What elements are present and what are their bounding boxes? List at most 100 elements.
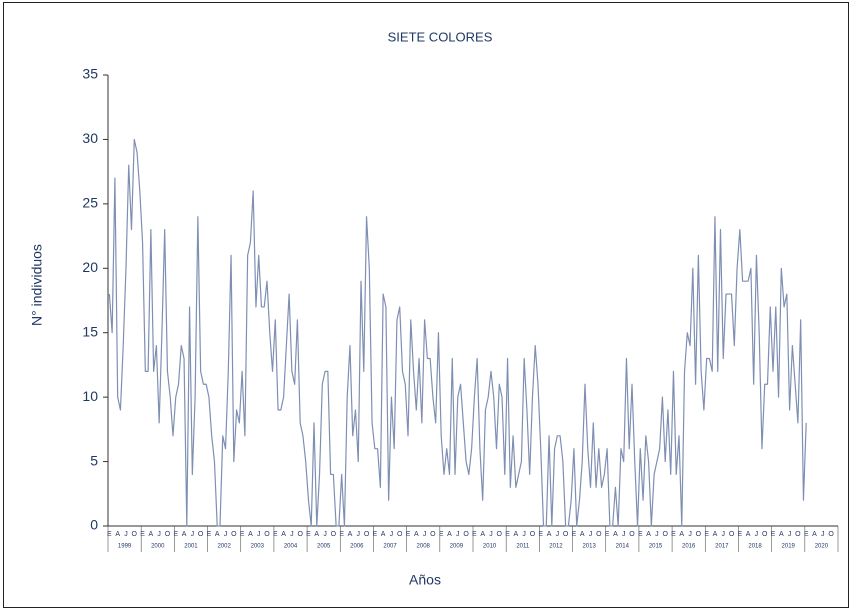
x-tick-label: J [390,531,394,538]
x-tick-label: E [638,531,643,538]
x-tick-label: O [795,531,801,538]
x-tick-label: A [646,531,651,538]
x-tick-label: A [314,531,319,538]
x-tick-label: O [729,531,735,538]
y-tick-label: 10 [82,388,98,404]
x-tick-label: E [738,531,743,538]
x-tick-label: E [173,531,178,538]
x-tick-label: E [671,531,676,538]
year-label: 2009 [450,544,464,550]
x-tick-label: O [397,531,403,538]
x-tick-label: E [704,531,709,538]
year-label: 2000 [151,544,165,550]
x-tick-label: J [755,531,759,538]
x-tick-label: E [140,531,145,538]
x-tick-label: O [463,531,469,538]
x-tick-label: A [348,531,353,538]
x-tick-label: O [364,531,370,538]
year-label: 2002 [217,544,231,550]
x-tick-label: O [430,531,436,538]
x-tick-label: J [788,531,792,538]
x-tick-label: J [456,531,460,538]
x-tick-label: E [373,531,378,538]
x-tick-label: J [257,531,261,538]
x-tick-label: O [231,531,237,538]
y-axis-label: N° individuos [29,244,45,326]
year-label: 2020 [815,544,829,550]
x-tick-label: J [721,531,725,538]
x-tick-label: J [556,531,560,538]
x-tick-label: J [589,531,593,538]
year-label: 2016 [682,544,696,550]
x-tick-label: O [132,531,138,538]
x-tick-label: J [423,531,427,538]
x-tick-label: O [165,531,171,538]
x-tick-label: E [240,531,245,538]
y-tick-label: 20 [82,259,98,275]
x-tick-label: A [215,531,220,538]
year-label: 2012 [549,544,563,550]
x-tick-label: J [323,531,327,538]
x-tick-label: A [679,531,684,538]
x-tick-label: A [447,531,452,538]
data-line [108,138,807,527]
x-tick-label: A [248,531,253,538]
x-tick-label: E [439,531,444,538]
x-tick-label: O [629,531,635,538]
x-tick-label: E [572,531,577,538]
x-tick-label: O [828,531,834,538]
x-tick-label: A [514,531,519,538]
y-tick-label: 30 [82,130,98,146]
x-tick-label: E [472,531,477,538]
year-label: 2015 [649,544,663,550]
x-tick-label: A [381,531,386,538]
x-tick-label: O [198,531,204,538]
year-label: 2014 [616,544,630,550]
x-tick-label: A [115,531,120,538]
year-label: 2017 [715,544,729,550]
x-tick-label: J [655,531,659,538]
x-tick-label: J [157,531,161,538]
year-label: 2011 [516,544,530,550]
x-tick-label: O [563,531,569,538]
x-tick-label: O [696,531,702,538]
x-tick-label: J [290,531,294,538]
x-tick-label: A [580,531,585,538]
x-tick-label: O [264,531,270,538]
x-tick-label: J [622,531,626,538]
x-tick-label: A [480,531,485,538]
x-tick-label: J [821,531,825,538]
year-label: 2008 [417,544,431,550]
year-label: 1999 [118,544,132,550]
x-tick-label: O [331,531,337,538]
x-tick-label: A [182,531,187,538]
year-label: 2018 [748,544,762,550]
y-tick-label: 15 [82,323,98,339]
x-tick-label: A [746,531,751,538]
year-label: 2010 [483,544,497,550]
x-tick-label: O [596,531,602,538]
x-tick-label: O [662,531,668,538]
x-tick-label: J [224,531,228,538]
x-tick-label: J [688,531,692,538]
x-tick-label: J [356,531,360,538]
x-tick-label: A [281,531,286,538]
x-tick-label: E [505,531,510,538]
year-label: 2004 [284,544,298,550]
x-tick-label: E [771,531,776,538]
x-tick-label: E [339,531,344,538]
year-label: 2007 [383,544,397,550]
y-tick-label: 35 [82,66,98,82]
x-tick-label: A [547,531,552,538]
x-tick-label: E [306,531,311,538]
year-label: 2019 [782,544,796,550]
chart-title: SIETE COLORES [388,29,493,44]
x-tick-label: O [497,531,503,538]
x-tick-label: E [605,531,610,538]
y-tick-label: 5 [90,452,98,468]
x-tick-label: J [489,531,493,538]
x-tick-label: E [406,531,411,538]
x-tick-label: E [107,531,112,538]
x-tick-label: O [762,531,768,538]
y-tick-label: 0 [90,517,98,533]
